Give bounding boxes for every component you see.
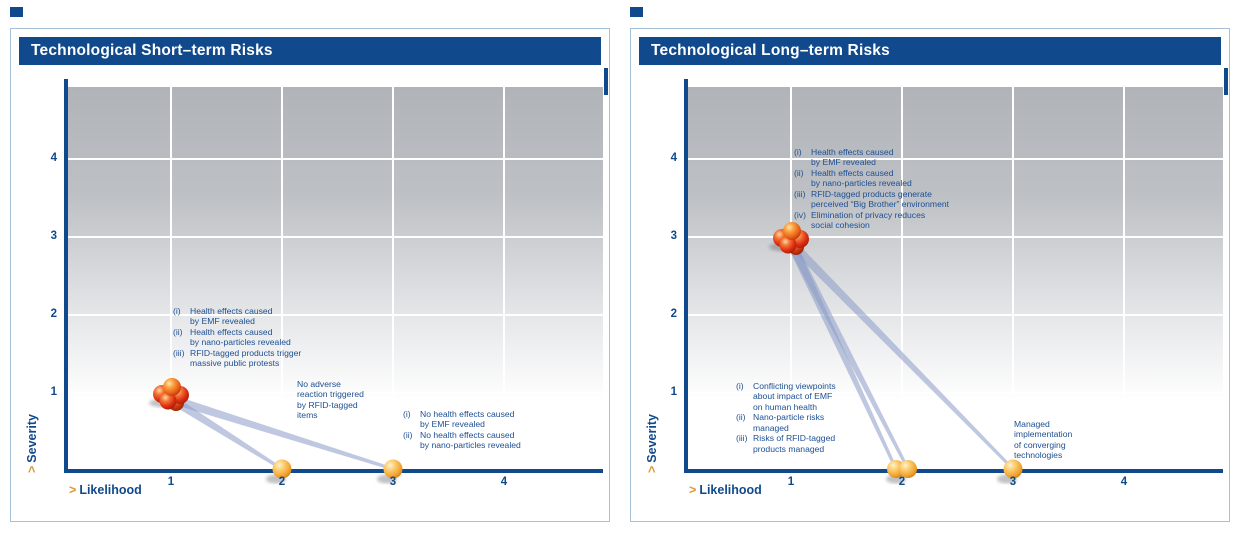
orange-bubble xyxy=(1003,459,1023,479)
plot-canvas xyxy=(64,79,603,484)
annotation-text: No adverse reaction triggered by RFID-ta… xyxy=(297,379,364,421)
axis-arrow-icon: > xyxy=(25,465,39,473)
annotation-item: (ii) Nano-particle risks managed xyxy=(736,412,836,433)
transition-line xyxy=(169,394,394,471)
annotation-prefix: (iii) xyxy=(736,433,748,444)
y-axis-label-text: Severity xyxy=(25,414,39,463)
axis-arrow-icon: > xyxy=(645,465,659,473)
transition-line xyxy=(787,239,1015,471)
annotation-prefix: (ii) xyxy=(403,429,413,440)
red-bubble xyxy=(779,236,797,254)
annotation-text: RFID-tagged products generate perceived … xyxy=(811,188,950,210)
annotation-risk-cluster: (i) Health effects caused by EMF revealed… xyxy=(173,306,301,369)
annotation-prefix: (iii) xyxy=(173,347,185,358)
y-tick-label: 2 xyxy=(50,308,57,320)
annotation-item: (i) No health effects caused by EMF revea… xyxy=(403,409,521,430)
x-tick-label: 4 xyxy=(500,476,508,488)
annotation-item: (ii) No health effects caused by nano-par… xyxy=(403,430,521,451)
orange-bubble xyxy=(272,459,292,479)
annotation-item: (i) Health effects caused by EMF revealed xyxy=(794,147,949,168)
annotation-prefix: (i) xyxy=(736,381,744,391)
annotation-likelihood-3: Managed implementation of converging tec… xyxy=(1014,419,1072,461)
orange-bubble xyxy=(899,460,917,478)
plot-canvas xyxy=(684,79,1223,484)
x-axis-label: > Likelihood xyxy=(689,483,762,497)
annotation-text: RFID-tagged products trigger massive pub… xyxy=(190,347,302,369)
axis-arrow-icon: > xyxy=(689,483,697,497)
chart-title-bar: Technological Short–term Risks xyxy=(19,37,601,65)
annotation-prefix: (i) xyxy=(794,147,802,157)
annotation-text: No health effects caused by EMF revealed xyxy=(420,409,515,430)
annotation-risk-cluster: (i) Health effects caused by EMF revealed… xyxy=(794,147,949,231)
y-tick-label: 3 xyxy=(670,230,677,242)
chart-title-bar: Technological Long–term Risks xyxy=(639,37,1221,65)
y-tick-label: 1 xyxy=(50,386,57,398)
orange-bubble xyxy=(383,459,403,479)
annotation-prefix: (ii) xyxy=(173,326,183,337)
axis-arrow-icon: > xyxy=(69,483,77,497)
annotation-likelihood-2: No adverse reaction triggered by RFID-ta… xyxy=(297,379,364,421)
annotation-item: (iii) RFID-tagged products generate perce… xyxy=(794,189,949,210)
annotation-text: Managed implementation of converging tec… xyxy=(1014,419,1073,461)
x-tick-label: 2 xyxy=(278,476,286,488)
plot-area-background xyxy=(66,87,603,471)
annotation-text: Health effects caused by EMF revealed xyxy=(811,147,894,168)
annotation-likelihood-3: (i) No health effects caused by EMF revea… xyxy=(403,409,521,451)
x-axis-label-text: Likelihood xyxy=(699,483,762,497)
corner-mark xyxy=(10,7,23,17)
x-axis-label-text: Likelihood xyxy=(79,483,142,497)
y-axis-label: > Severity xyxy=(645,414,659,473)
bubble-shadow xyxy=(886,474,906,484)
annotation-prefix: (i) xyxy=(173,306,181,316)
annotation-item: (ii) Health effects caused by nano-partic… xyxy=(173,327,301,348)
y-tick-label: 1 xyxy=(670,386,677,398)
y-tick-label: 4 xyxy=(670,152,677,164)
chart-panel-long-term-risks: Technological Long–term Risks >Severity … xyxy=(630,7,1230,522)
transition-line xyxy=(786,241,898,470)
annotation-text: Risks of RFID-tagged products managed xyxy=(753,433,836,454)
annotation-item: (ii) Health effects caused by nano-partic… xyxy=(794,168,949,189)
y-tick-label: 4 xyxy=(50,152,57,164)
annotation-prefix: (i) xyxy=(403,409,411,419)
annotation-text: Elimination of privacy reduces social co… xyxy=(811,209,926,231)
transition-line xyxy=(787,240,910,470)
right-edge-mark xyxy=(604,68,608,95)
right-edge-mark xyxy=(1224,68,1228,95)
red-bubble xyxy=(163,378,181,396)
annotation-prefix: (ii) xyxy=(794,167,804,178)
annotation-prefix: (iii) xyxy=(794,188,806,199)
x-tick-label: 1 xyxy=(167,476,175,488)
annotation-item: (iii) RFID-tagged products trigger massiv… xyxy=(173,348,301,369)
x-axis-label: > Likelihood xyxy=(69,483,142,497)
corner-mark xyxy=(630,7,643,17)
annotation-likelihood-2: (i) Conflicting viewpoints about impact o… xyxy=(736,381,836,454)
annotation-prefix: (ii) xyxy=(736,412,746,423)
y-tick-label: 2 xyxy=(670,308,677,320)
annotation-text: Nano-particle risks managed xyxy=(753,412,825,433)
annotation-text: Health effects caused by nano-particles … xyxy=(811,167,912,189)
red-bubble xyxy=(159,392,177,410)
x-tick-label: 3 xyxy=(1009,476,1017,488)
x-tick-label: 2 xyxy=(898,476,906,488)
annotation-text: Health effects caused by nano-particles … xyxy=(190,326,291,348)
annotation-item: (iii) Risks of RFID-tagged products manag… xyxy=(736,433,836,454)
x-tick-label: 4 xyxy=(1120,476,1128,488)
y-axis-label-text: Severity xyxy=(645,414,659,463)
annotation-text: No health effects caused by nano-particl… xyxy=(420,429,521,451)
y-tick-label: 3 xyxy=(50,230,57,242)
annotation-text: Health effects caused by EMF revealed xyxy=(190,306,273,327)
x-tick-label: 1 xyxy=(787,476,795,488)
chart-title: Technological Long–term Risks xyxy=(651,42,890,59)
red-bubble xyxy=(783,222,801,240)
annotation-item: (iv) Elimination of privacy reduces socia… xyxy=(794,210,949,231)
y-axis-label: > Severity xyxy=(25,414,39,473)
chart-title: Technological Short–term Risks xyxy=(31,42,273,59)
x-tick-label: 3 xyxy=(389,476,397,488)
chart-panel-short-term-risks: Technological Short–term Risks > Severity… xyxy=(10,7,610,522)
annotation-prefix: (iv) xyxy=(794,209,806,220)
annotation-item: (i) Health effects caused by EMF revealed xyxy=(173,306,301,327)
annotation-item: (i) Conflicting viewpoints about impact o… xyxy=(736,381,836,412)
transition-line xyxy=(168,395,283,471)
annotation-text: Conflicting viewpoints about impact of E… xyxy=(753,381,836,412)
